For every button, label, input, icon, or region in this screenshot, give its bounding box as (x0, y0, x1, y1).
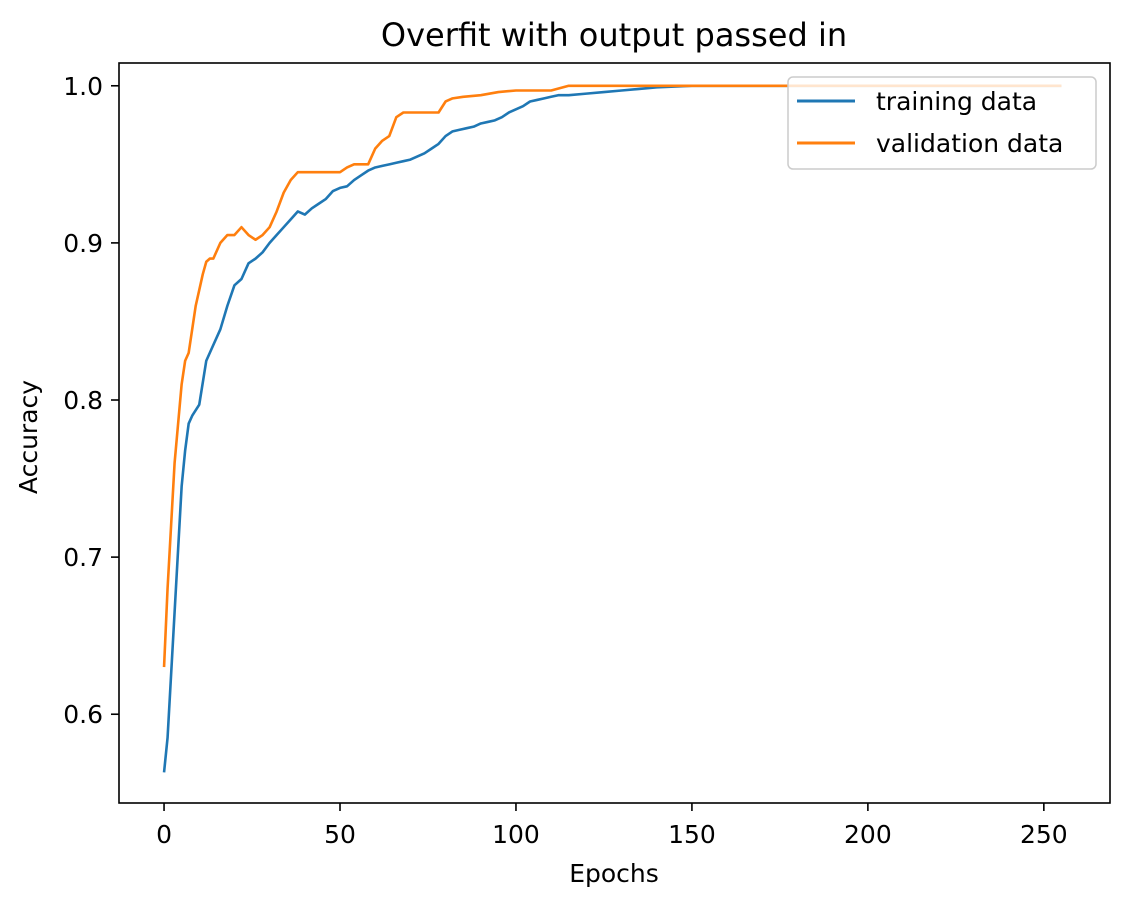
axis-ticks: 0 50 100 150 200 250 0.6 0.7 0.8 0.9 1.0 (63, 72, 1067, 849)
y-axis-label: Accuracy (14, 380, 43, 494)
y-tick-label: 0.7 (63, 543, 103, 572)
x-tick-label: 250 (1020, 820, 1068, 849)
axes-frame (118, 62, 1111, 804)
x-tick-label: 150 (668, 820, 716, 849)
series-line-training (162, 84, 1062, 773)
y-tick-label: 0.8 (63, 386, 103, 415)
series-line-validation (162, 84, 1062, 668)
legend-label-validation: validation data (876, 129, 1063, 158)
x-tick-label: 100 (492, 820, 540, 849)
x-tick-label: 0 (156, 820, 172, 849)
x-axis-label: Epochs (569, 859, 659, 888)
x-tick-label: 50 (324, 820, 356, 849)
legend-box (787, 76, 1097, 170)
y-tick-label: 1.0 (63, 72, 103, 101)
y-tick-label: 0.9 (63, 229, 103, 258)
plot-area (162, 84, 1062, 773)
chart-title: Overfit with output passed in (381, 16, 847, 54)
legend-label-training: training data (876, 87, 1037, 116)
legend: training data validation data (787, 76, 1097, 170)
x-tick-label: 200 (844, 820, 892, 849)
y-tick-label: 0.6 (63, 700, 103, 729)
